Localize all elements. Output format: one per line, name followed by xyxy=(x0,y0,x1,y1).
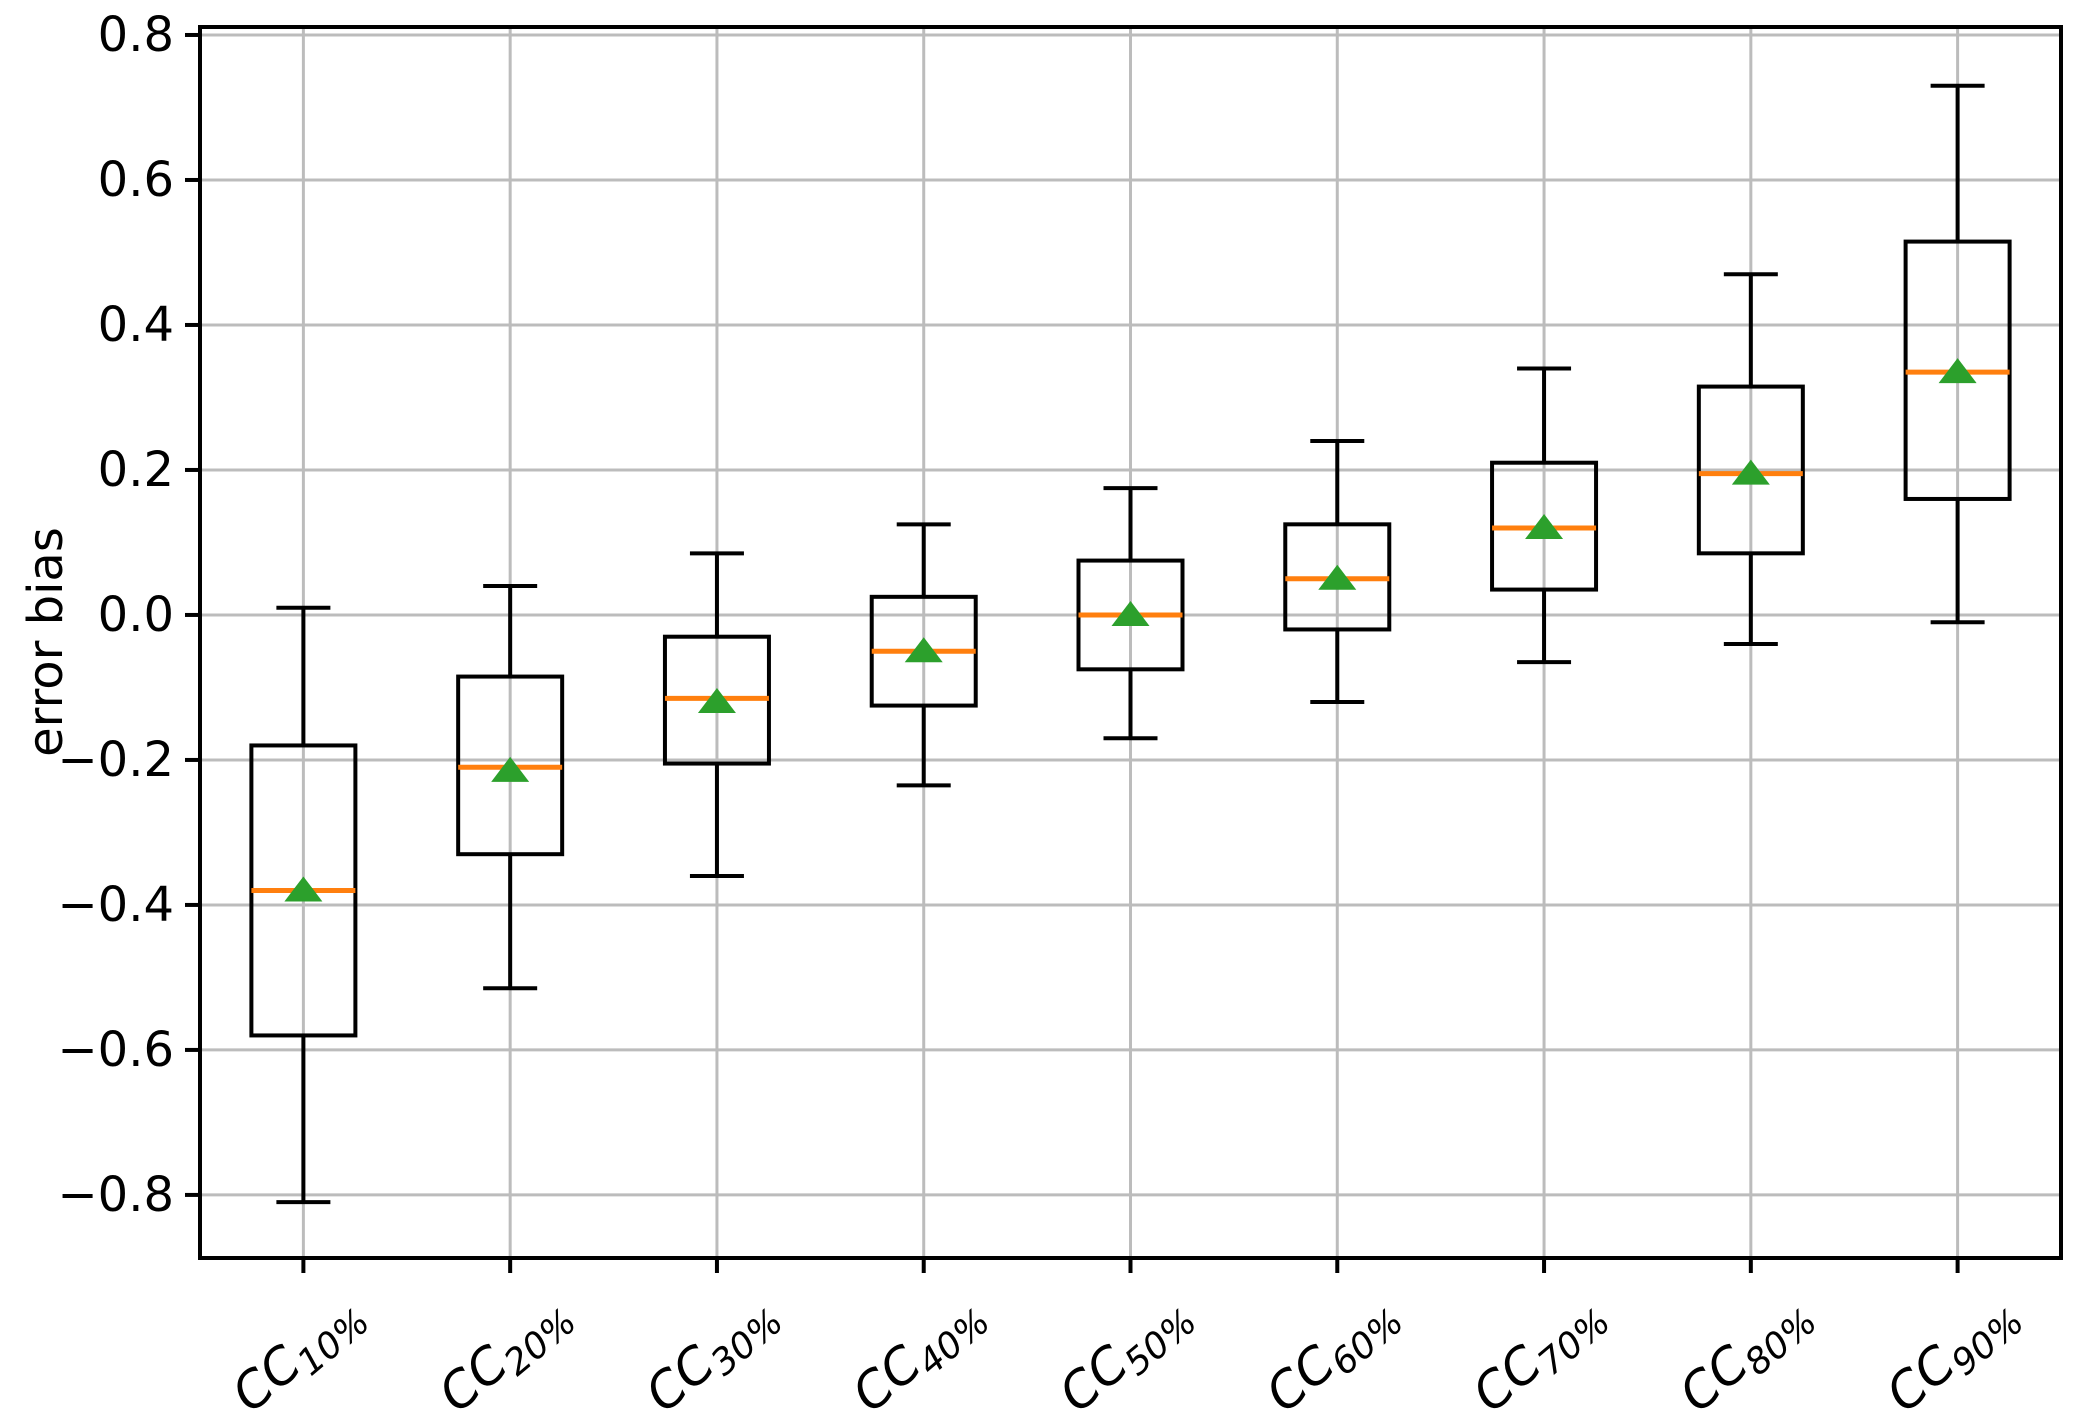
x-tick-label: CC80% xyxy=(1668,1283,1825,1424)
y-tick-label: −0.6 xyxy=(57,1022,174,1078)
y-tick-label: 0.2 xyxy=(98,442,174,498)
x-tick-label: CC40% xyxy=(841,1283,998,1424)
x-tick-label: CC30% xyxy=(635,1283,792,1424)
boxplot-CC30% xyxy=(662,551,771,878)
boxplot-CC90% xyxy=(1903,83,2012,625)
y-tick-label: −0.4 xyxy=(57,877,174,933)
y-tick-label: −0.8 xyxy=(57,1167,174,1223)
mean-triangle-marker xyxy=(697,687,736,713)
boxplot-CC10% xyxy=(249,605,358,1205)
y-tick-label: 0.0 xyxy=(98,587,174,643)
boxplot-CC70% xyxy=(1490,366,1599,665)
y-tick-label: 0.4 xyxy=(98,297,174,353)
mean-triangle-marker xyxy=(284,876,323,902)
x-tick-label: CC10% xyxy=(221,1283,378,1424)
boxplot-CC40% xyxy=(869,522,978,788)
mean-triangle-marker xyxy=(1731,459,1770,485)
x-tick-label: CC60% xyxy=(1255,1283,1412,1424)
axes-frame xyxy=(198,25,2063,1260)
boxplot-CC80% xyxy=(1696,272,1805,646)
boxplot-CC60% xyxy=(1283,438,1392,704)
y-tick-label: 0.8 xyxy=(98,7,174,63)
mean-triangle-marker xyxy=(904,637,943,663)
mean-triangle-marker xyxy=(491,756,530,782)
grid-lines xyxy=(200,27,2061,1258)
x-tick-label: CC70% xyxy=(1462,1283,1619,1424)
y-tick-label: 0.6 xyxy=(98,152,174,208)
mean-triangle-marker xyxy=(1525,513,1564,539)
x-axis-ticks: CC10% CC20% CC30% CC40% CC50% CC60% CC70% CC80%… xyxy=(221,1258,2032,1424)
boxplot-CC20% xyxy=(456,583,565,991)
x-tick-label: CC50% xyxy=(1048,1283,1205,1424)
x-tick-label: CC90% xyxy=(1875,1283,2032,1424)
y-tick-label: −0.2 xyxy=(57,732,174,788)
mean-triangle-marker xyxy=(1111,600,1150,626)
y-axis-label: error bias xyxy=(18,527,74,757)
mean-triangle-marker xyxy=(1938,358,1977,384)
x-tick-label: CC20% xyxy=(428,1283,585,1424)
boxplot-CC50% xyxy=(1076,486,1185,741)
iqr-box xyxy=(1696,384,1805,556)
y-axis-ticks: 0.8 0.6 0.4 0.2 0.0 −0.2 −0.4 −0.6 −0.8 xyxy=(57,7,200,1223)
mean-triangle-marker xyxy=(1318,564,1357,590)
